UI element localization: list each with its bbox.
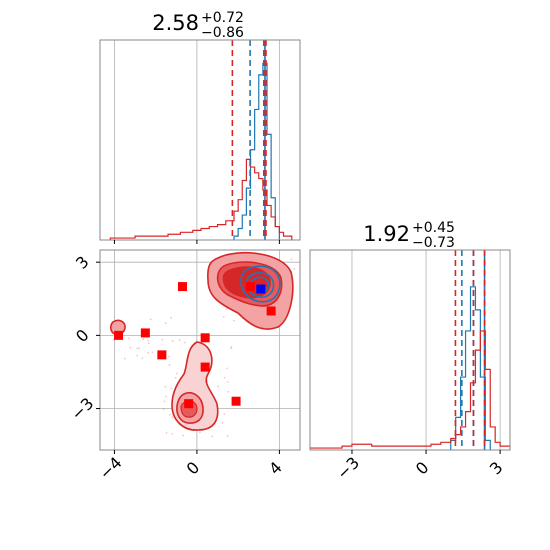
sample-dot: [168, 413, 171, 416]
sample-dot: [112, 339, 115, 341]
hist-x-bars: [109, 62, 293, 240]
sample-dot: [147, 339, 150, 342]
red-square-marker: [200, 362, 210, 372]
contour-x-tick-label: 4: [265, 458, 286, 479]
hist-x-title-main: 2.58: [152, 11, 199, 35]
sample-dot: [165, 432, 168, 434]
sample-dot: [171, 416, 174, 419]
sample-dot: [183, 341, 186, 344]
hist-y-tick-label: 0: [412, 458, 433, 479]
sample-dot: [290, 258, 293, 261]
sample-dot: [138, 347, 141, 350]
contour-panel: −4 0 4 −3 0 3: [67, 249, 301, 483]
sample-dot: [136, 347, 139, 350]
sample-dot: [168, 355, 170, 358]
contour-x-tick-label: 0: [183, 458, 204, 479]
sample-dot: [128, 337, 130, 340]
hist-y-quantiles: [454, 250, 486, 450]
contour-x-tick-label: −4: [95, 453, 125, 483]
sample-dot: [147, 342, 150, 345]
hist-step-series: [233, 62, 280, 240]
sample-dot: [163, 400, 166, 403]
sample-dot: [161, 338, 164, 341]
hist-y-ticks: −3 0 3: [333, 450, 507, 483]
blue-square-marker: [256, 284, 266, 294]
hist-x-ticks: [113, 240, 280, 244]
hist-x-title-sup: +0.72: [201, 10, 244, 26]
red-square-marker: [231, 396, 241, 406]
hist-panel-x: 2.58 +0.72 −0.86: [99, 10, 301, 244]
sample-dot: [162, 408, 165, 411]
sample-dot: [164, 322, 167, 325]
sample-dot: [165, 395, 168, 398]
sample-dot: [174, 376, 177, 379]
sample-dot: [141, 357, 144, 359]
sample-dot: [168, 364, 171, 367]
sample-dot: [171, 340, 174, 343]
hist-x-title-sub: −0.86: [201, 25, 244, 41]
hist-y-title-sub: −0.73: [412, 235, 455, 251]
sample-dot: [226, 367, 228, 370]
hist-y-tick-label: 3: [486, 458, 507, 479]
sample-dot: [164, 385, 167, 388]
sample-dot: [222, 315, 225, 318]
sample-dot: [293, 268, 296, 270]
sample-dot: [123, 357, 126, 360]
sample-dot: [175, 372, 178, 375]
sample-dot: [230, 347, 233, 350]
sample-dot: [226, 434, 229, 437]
hist-y-bars: [310, 286, 510, 450]
sample-dot: [136, 354, 139, 357]
sample-dot: [129, 346, 132, 349]
sample-dot: [216, 385, 219, 388]
red-square-marker: [266, 306, 276, 316]
sample-dot: [232, 319, 235, 322]
sample-dot: [178, 338, 181, 341]
hist-y-frame: [309, 249, 511, 451]
sample-dot: [211, 435, 214, 438]
sample-dot: [182, 434, 185, 437]
sample-dot: [230, 346, 233, 348]
red-square-marker: [246, 282, 256, 292]
sample-dot: [223, 376, 226, 379]
contour-blue-outer: [240, 265, 281, 303]
hist-x-title: 2.58: [152, 11, 199, 35]
red-square-marker: [140, 328, 150, 338]
sample-dot: [147, 351, 149, 354]
contour-y-tick-label: 0: [72, 325, 93, 346]
sample-dot: [142, 338, 145, 341]
contour-frame: [99, 249, 301, 451]
hist-x-frame: [99, 39, 301, 241]
sample-dot: [226, 381, 229, 383]
hist-x-quantiles: [231, 40, 267, 240]
sample-dot: [149, 318, 152, 321]
red-square-marker: [184, 399, 194, 409]
contour-y-tick-label: 3: [72, 252, 93, 273]
hist-panel-y: −3 0 3 1.92 +0.45 −0.73: [309, 220, 511, 483]
contour-y-tick-label: −3: [67, 394, 97, 424]
sample-dot: [199, 431, 201, 434]
red-square-marker: [114, 330, 124, 340]
red-square-marker: [157, 350, 167, 360]
sample-dot: [170, 316, 173, 319]
sample-dot: [171, 433, 174, 435]
sample-dot: [225, 308, 228, 310]
hist-x-grid: [114, 40, 280, 240]
sample-dot: [170, 387, 173, 390]
contour-markers: [114, 282, 276, 409]
sample-dot: [223, 413, 226, 416]
hist-y-title-main: 1.92: [363, 222, 410, 246]
hist-y-title-sup: +0.45: [412, 220, 455, 236]
sample-dot: [151, 351, 154, 354]
hist-y-grid: [351, 250, 501, 450]
hist-step-series: [109, 158, 293, 240]
red-square-marker: [200, 333, 210, 343]
hist-y-tick-label: −3: [333, 453, 363, 483]
hist-step-series: [310, 330, 510, 450]
red-square-marker: [177, 282, 187, 292]
sample-dot: [227, 390, 230, 393]
sample-dot: [221, 421, 224, 424]
